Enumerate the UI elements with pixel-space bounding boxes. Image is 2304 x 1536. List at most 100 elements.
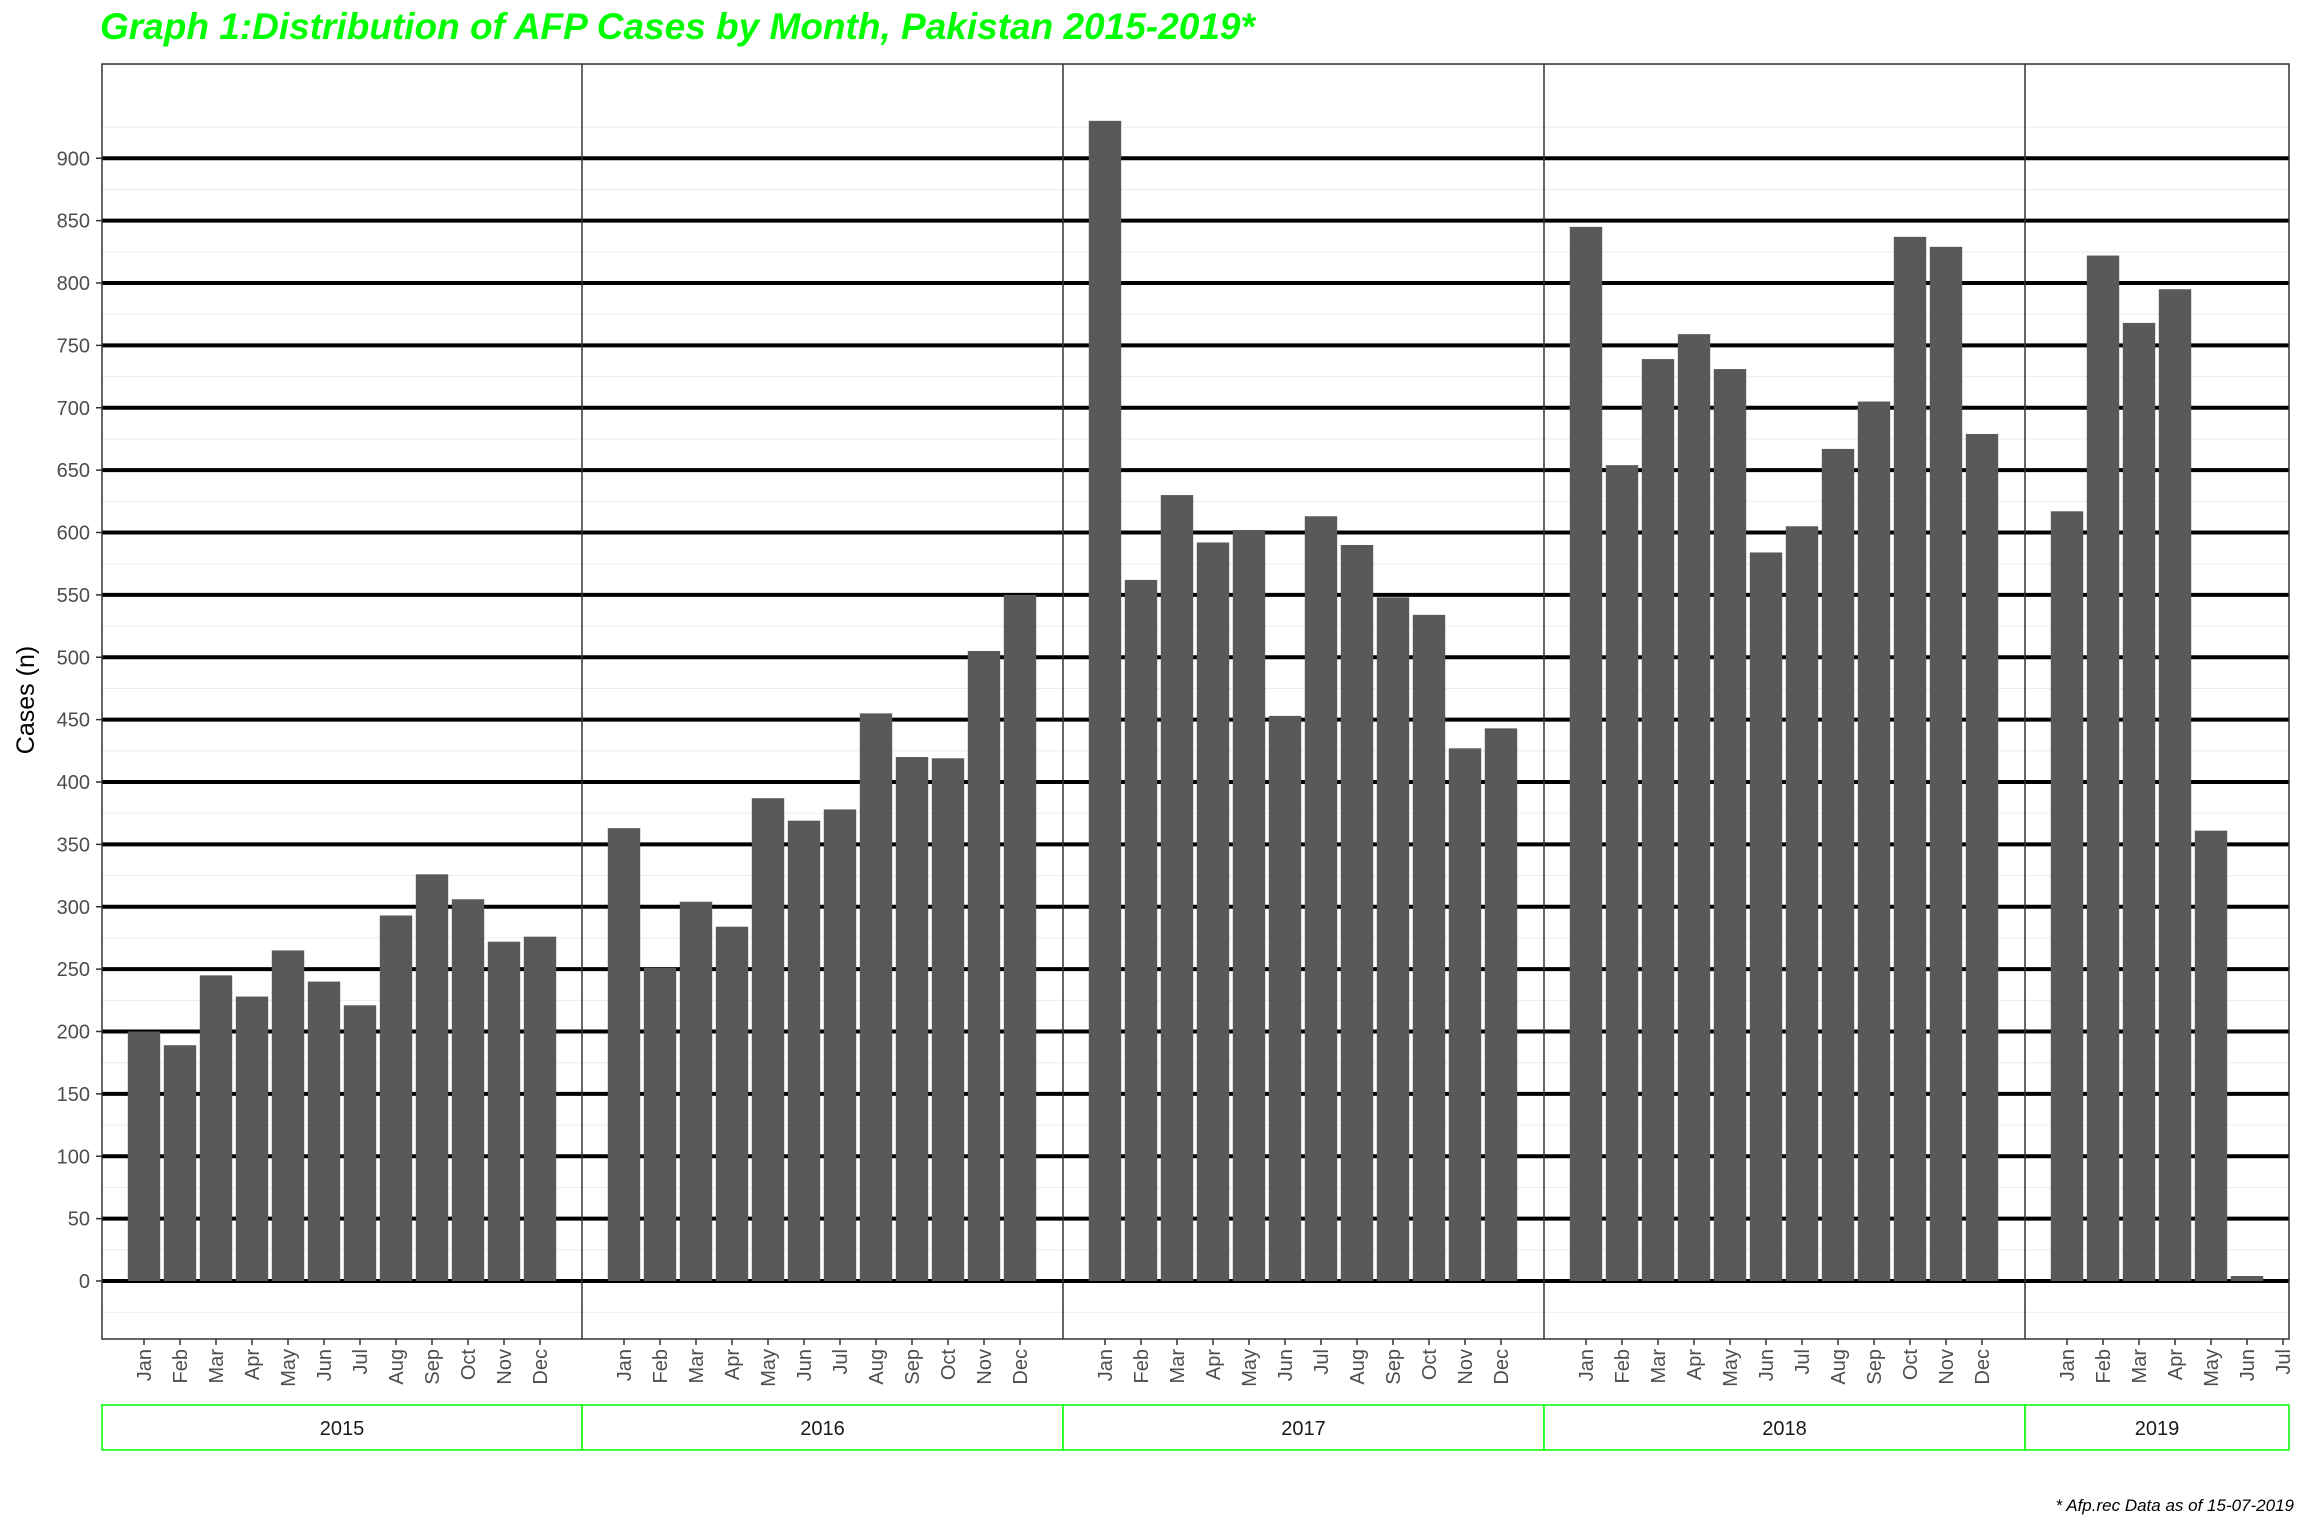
x-tick-label: Jan bbox=[2057, 1349, 2079, 1381]
footnote: * Afp.rec Data as of 15-07-2019 bbox=[2055, 1496, 2294, 1515]
x-tick-label: Aug bbox=[1347, 1349, 1369, 1385]
x-axis: Jan Feb Mar Apr May Jun Jul Aug Sep Oct Nov Dec Jan F… bbox=[134, 1339, 2295, 1387]
bar-2017-aug bbox=[1340, 544, 1374, 1281]
y-tick-label: 650 bbox=[57, 460, 90, 482]
x-tick-label: Mar bbox=[1648, 1349, 1670, 1384]
bar-2018-jan bbox=[1569, 226, 1603, 1281]
y-tick-label: 700 bbox=[57, 398, 90, 420]
bar-2018-jun bbox=[1749, 552, 1783, 1281]
x-tick-label: Dec bbox=[530, 1349, 552, 1385]
x-tick-label: Nov bbox=[494, 1349, 516, 1385]
x-tick-label: Mar bbox=[1167, 1349, 1189, 1384]
year-strip-label: 2016 bbox=[800, 1418, 845, 1440]
y-tick-label: 350 bbox=[57, 834, 90, 856]
bar-2017-jan bbox=[1088, 120, 1122, 1282]
bar-2018-mar bbox=[1641, 359, 1675, 1281]
x-tick-label: May bbox=[1720, 1349, 1742, 1387]
y-tick-label: 550 bbox=[57, 585, 90, 607]
y-axis: 0 50 100 150 200 250 300 350 400 450 500 550 600 650 7… bbox=[57, 148, 102, 1293]
x-tick-label: Feb bbox=[1131, 1349, 1153, 1383]
x-tick-label: Jun bbox=[1756, 1349, 1778, 1381]
bar-2017-mar bbox=[1160, 495, 1194, 1281]
bar-2016-apr bbox=[715, 926, 749, 1281]
bar-2015-apr bbox=[235, 996, 269, 1281]
year-strip bbox=[1543, 1404, 2026, 1451]
bar-2018-apr bbox=[1677, 334, 1711, 1282]
bar-2015-sep bbox=[415, 874, 449, 1281]
y-tick-label: 900 bbox=[57, 148, 90, 170]
x-tick-label: Jan bbox=[1095, 1349, 1117, 1381]
bars-layer bbox=[127, 120, 2264, 1282]
bar-2017-oct bbox=[1412, 614, 1446, 1281]
bar-2016-sep bbox=[895, 757, 929, 1281]
bar-2019-may bbox=[2194, 830, 2228, 1281]
x-tick-label: Feb bbox=[170, 1349, 192, 1383]
bar-2018-aug bbox=[1821, 448, 1855, 1282]
bar-2017-nov bbox=[1448, 748, 1482, 1281]
x-tick-label: Mar bbox=[2129, 1349, 2151, 1384]
bar-2017-jun bbox=[1268, 715, 1302, 1281]
year-strip bbox=[2024, 1404, 2290, 1451]
x-tick-label: Jul bbox=[1311, 1349, 1333, 1375]
x-tick-label: Jun bbox=[314, 1349, 336, 1381]
y-tick-label: 600 bbox=[57, 523, 90, 545]
y-tick-label: 450 bbox=[57, 710, 90, 732]
bar-2019-jan bbox=[2050, 511, 2084, 1282]
bar-2017-may bbox=[1232, 530, 1266, 1281]
x-tick-label: May bbox=[278, 1349, 300, 1387]
bar-2016-aug bbox=[859, 713, 893, 1281]
x-tick-label: Feb bbox=[1612, 1349, 1634, 1383]
x-tick-label: Jan bbox=[134, 1349, 156, 1381]
bar-2016-jul bbox=[823, 809, 857, 1281]
x-tick-label: Apr bbox=[242, 1349, 264, 1380]
x-tick-label: Sep bbox=[1864, 1349, 1886, 1385]
bar-2018-nov bbox=[1929, 246, 1963, 1281]
x-tick-label: Jul bbox=[1792, 1349, 1814, 1375]
bar-2015-nov bbox=[487, 941, 521, 1281]
bar-2018-dec bbox=[1965, 433, 1999, 1281]
bar-2015-jan bbox=[127, 1031, 161, 1281]
y-tick-label: 800 bbox=[57, 273, 90, 295]
year-strip-label: 2015 bbox=[320, 1418, 365, 1440]
y-tick-label: 850 bbox=[57, 211, 90, 233]
y-tick-label: 500 bbox=[57, 647, 90, 669]
year-strip-label: 2017 bbox=[1281, 1418, 1326, 1440]
bar-2017-jul bbox=[1304, 516, 1338, 1281]
x-tick-label: Feb bbox=[650, 1349, 672, 1383]
x-tick-label: Aug bbox=[1828, 1349, 1850, 1385]
year-strip bbox=[581, 1404, 1064, 1451]
x-tick-label: Mar bbox=[206, 1349, 228, 1384]
year-strip bbox=[101, 1404, 583, 1451]
x-tick-label: Feb bbox=[2093, 1349, 2115, 1383]
bar-2015-may bbox=[271, 950, 305, 1281]
year-strip-label: 2019 bbox=[2135, 1418, 2180, 1440]
x-tick-label: Nov bbox=[974, 1349, 996, 1385]
bar-2019-feb bbox=[2086, 255, 2120, 1282]
x-tick-label: Apr bbox=[1203, 1349, 1225, 1380]
year-strip-label: 2018 bbox=[1762, 1418, 1807, 1440]
x-tick-label: May bbox=[2201, 1349, 2223, 1387]
bar-2017-apr bbox=[1196, 542, 1230, 1281]
bar-2016-feb bbox=[643, 967, 677, 1281]
x-tick-label: Jan bbox=[1576, 1349, 1598, 1381]
x-tick-label: Jun bbox=[2237, 1349, 2259, 1381]
x-tick-label: Sep bbox=[422, 1349, 444, 1385]
chart-title: Graph 1:Distribution of AFP Cases by Mon… bbox=[100, 6, 1255, 47]
bar-2015-oct bbox=[451, 899, 485, 1281]
x-tick-label: Apr bbox=[1684, 1349, 1706, 1380]
x-tick-label: Apr bbox=[722, 1349, 744, 1380]
x-tick-label: Sep bbox=[1383, 1349, 1405, 1385]
y-tick-label: 400 bbox=[57, 772, 90, 794]
bar-2019-jun bbox=[2230, 1276, 2264, 1281]
facet-dividers bbox=[581, 64, 2026, 1339]
bar-2015-jun bbox=[307, 981, 341, 1281]
x-tick-label: Sep bbox=[902, 1349, 924, 1385]
bar-2018-jul bbox=[1785, 526, 1819, 1281]
x-tick-label: Mar bbox=[686, 1349, 708, 1384]
x-tick-label: Oct bbox=[1419, 1349, 1441, 1381]
bar-2017-sep bbox=[1376, 597, 1410, 1281]
bar-2015-feb bbox=[163, 1045, 197, 1281]
bar-2017-dec bbox=[1484, 728, 1518, 1281]
x-tick-label: Nov bbox=[1455, 1349, 1477, 1385]
